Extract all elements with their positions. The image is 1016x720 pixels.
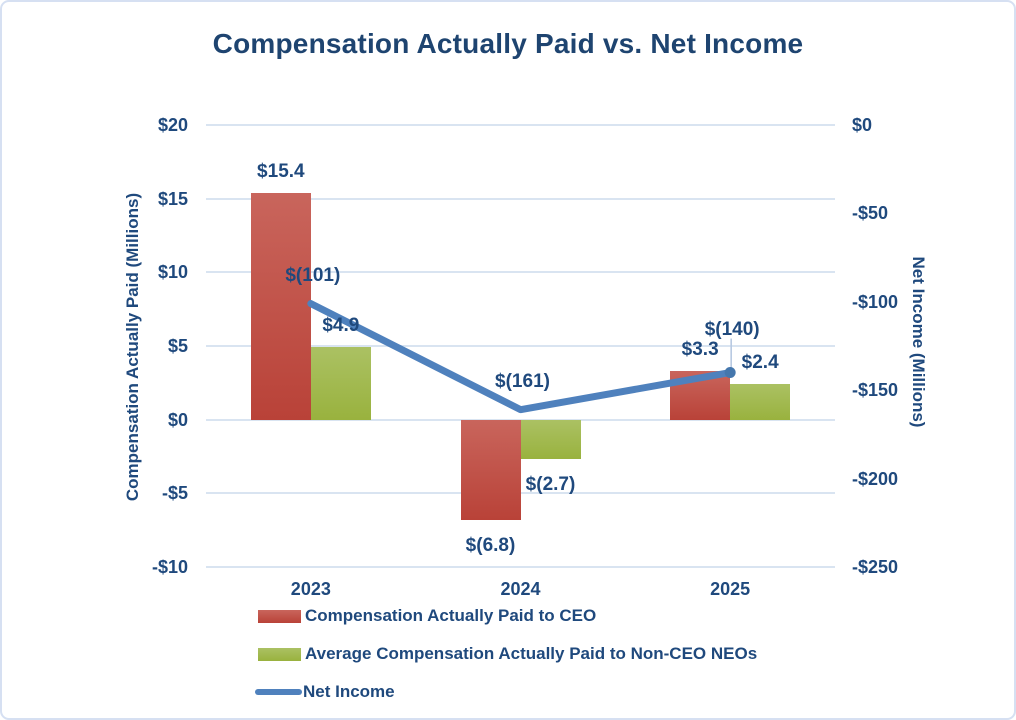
bar-data-label: $2.4 (741, 352, 779, 374)
legend-item-1: Average Compensation Actually Paid to No… (258, 642, 757, 666)
right-axis-tick-label: $0 (852, 115, 873, 135)
legend-swatch-bar-green (258, 647, 301, 661)
x-axis-label-2025: 2025 (710, 579, 751, 599)
line-data-label: $(101) (285, 264, 341, 286)
bar-data-label: $(6.8) (465, 534, 516, 556)
legend-label: Average Compensation Actually Paid to No… (305, 644, 758, 663)
line-data-label: $(161) (495, 370, 550, 392)
right-axis-title: Net Income (Millions) (909, 256, 928, 428)
x-axis-label-2024: 2024 (500, 579, 541, 599)
right-axis-tick-label: -$200 (852, 468, 899, 489)
bar-red-2023 (250, 192, 311, 420)
legend-swatch-bar-red (258, 609, 301, 623)
bar-data-label: $3.3 (681, 339, 719, 361)
right-axis-tick-label: -$250 (852, 557, 899, 577)
bar-data-label: $(2.7) (525, 474, 576, 496)
left-axis-tick-label: $10 (157, 262, 188, 283)
legend-label: Compensation Actually Paid to CEO (305, 606, 597, 625)
left-axis-tick-label: -$5 (161, 483, 188, 504)
gridline (206, 124, 835, 126)
gridline (206, 197, 835, 200)
left-axis-tick-label: $5 (167, 336, 188, 356)
bar-green-2025 (730, 384, 791, 420)
left-axis-tick-label: $20 (157, 115, 188, 135)
legend-swatch-line-blue (255, 689, 302, 695)
bar-green-2024 (520, 419, 581, 460)
right-axis-tick-label: -$50 (852, 203, 889, 224)
legend-label: Net Income (303, 682, 395, 701)
x-axis-label-2023: 2023 (290, 579, 331, 599)
chart-title: Compensation Actually Paid vs. Net Incom… (212, 28, 804, 59)
net-income-line (307, 300, 734, 414)
bar-red-2024 (460, 419, 521, 520)
left-axis-tick-label: -$10 (151, 557, 188, 577)
bar-red-2025 (670, 371, 731, 420)
gridline (206, 492, 835, 495)
left-axis-tick-label: $0 (167, 409, 188, 430)
legend: Compensation Actually Paid to CEO Average… (255, 604, 757, 718)
right-axis-tick-label: -$150 (852, 380, 899, 401)
bar-green-2023 (310, 347, 371, 420)
gridline (206, 271, 835, 274)
legend-item-0: Compensation Actually Paid to CEO (258, 604, 757, 628)
legend-item-2: Net Income (255, 680, 757, 704)
left-axis-tick-label: $15 (157, 188, 188, 209)
right-axis-tick-label: -$100 (852, 291, 899, 312)
bar-data-label: $4.9 (322, 315, 360, 337)
gridline (206, 566, 835, 568)
line-data-label: $(140) (704, 318, 760, 340)
bar-data-label: $15.4 (257, 160, 305, 182)
